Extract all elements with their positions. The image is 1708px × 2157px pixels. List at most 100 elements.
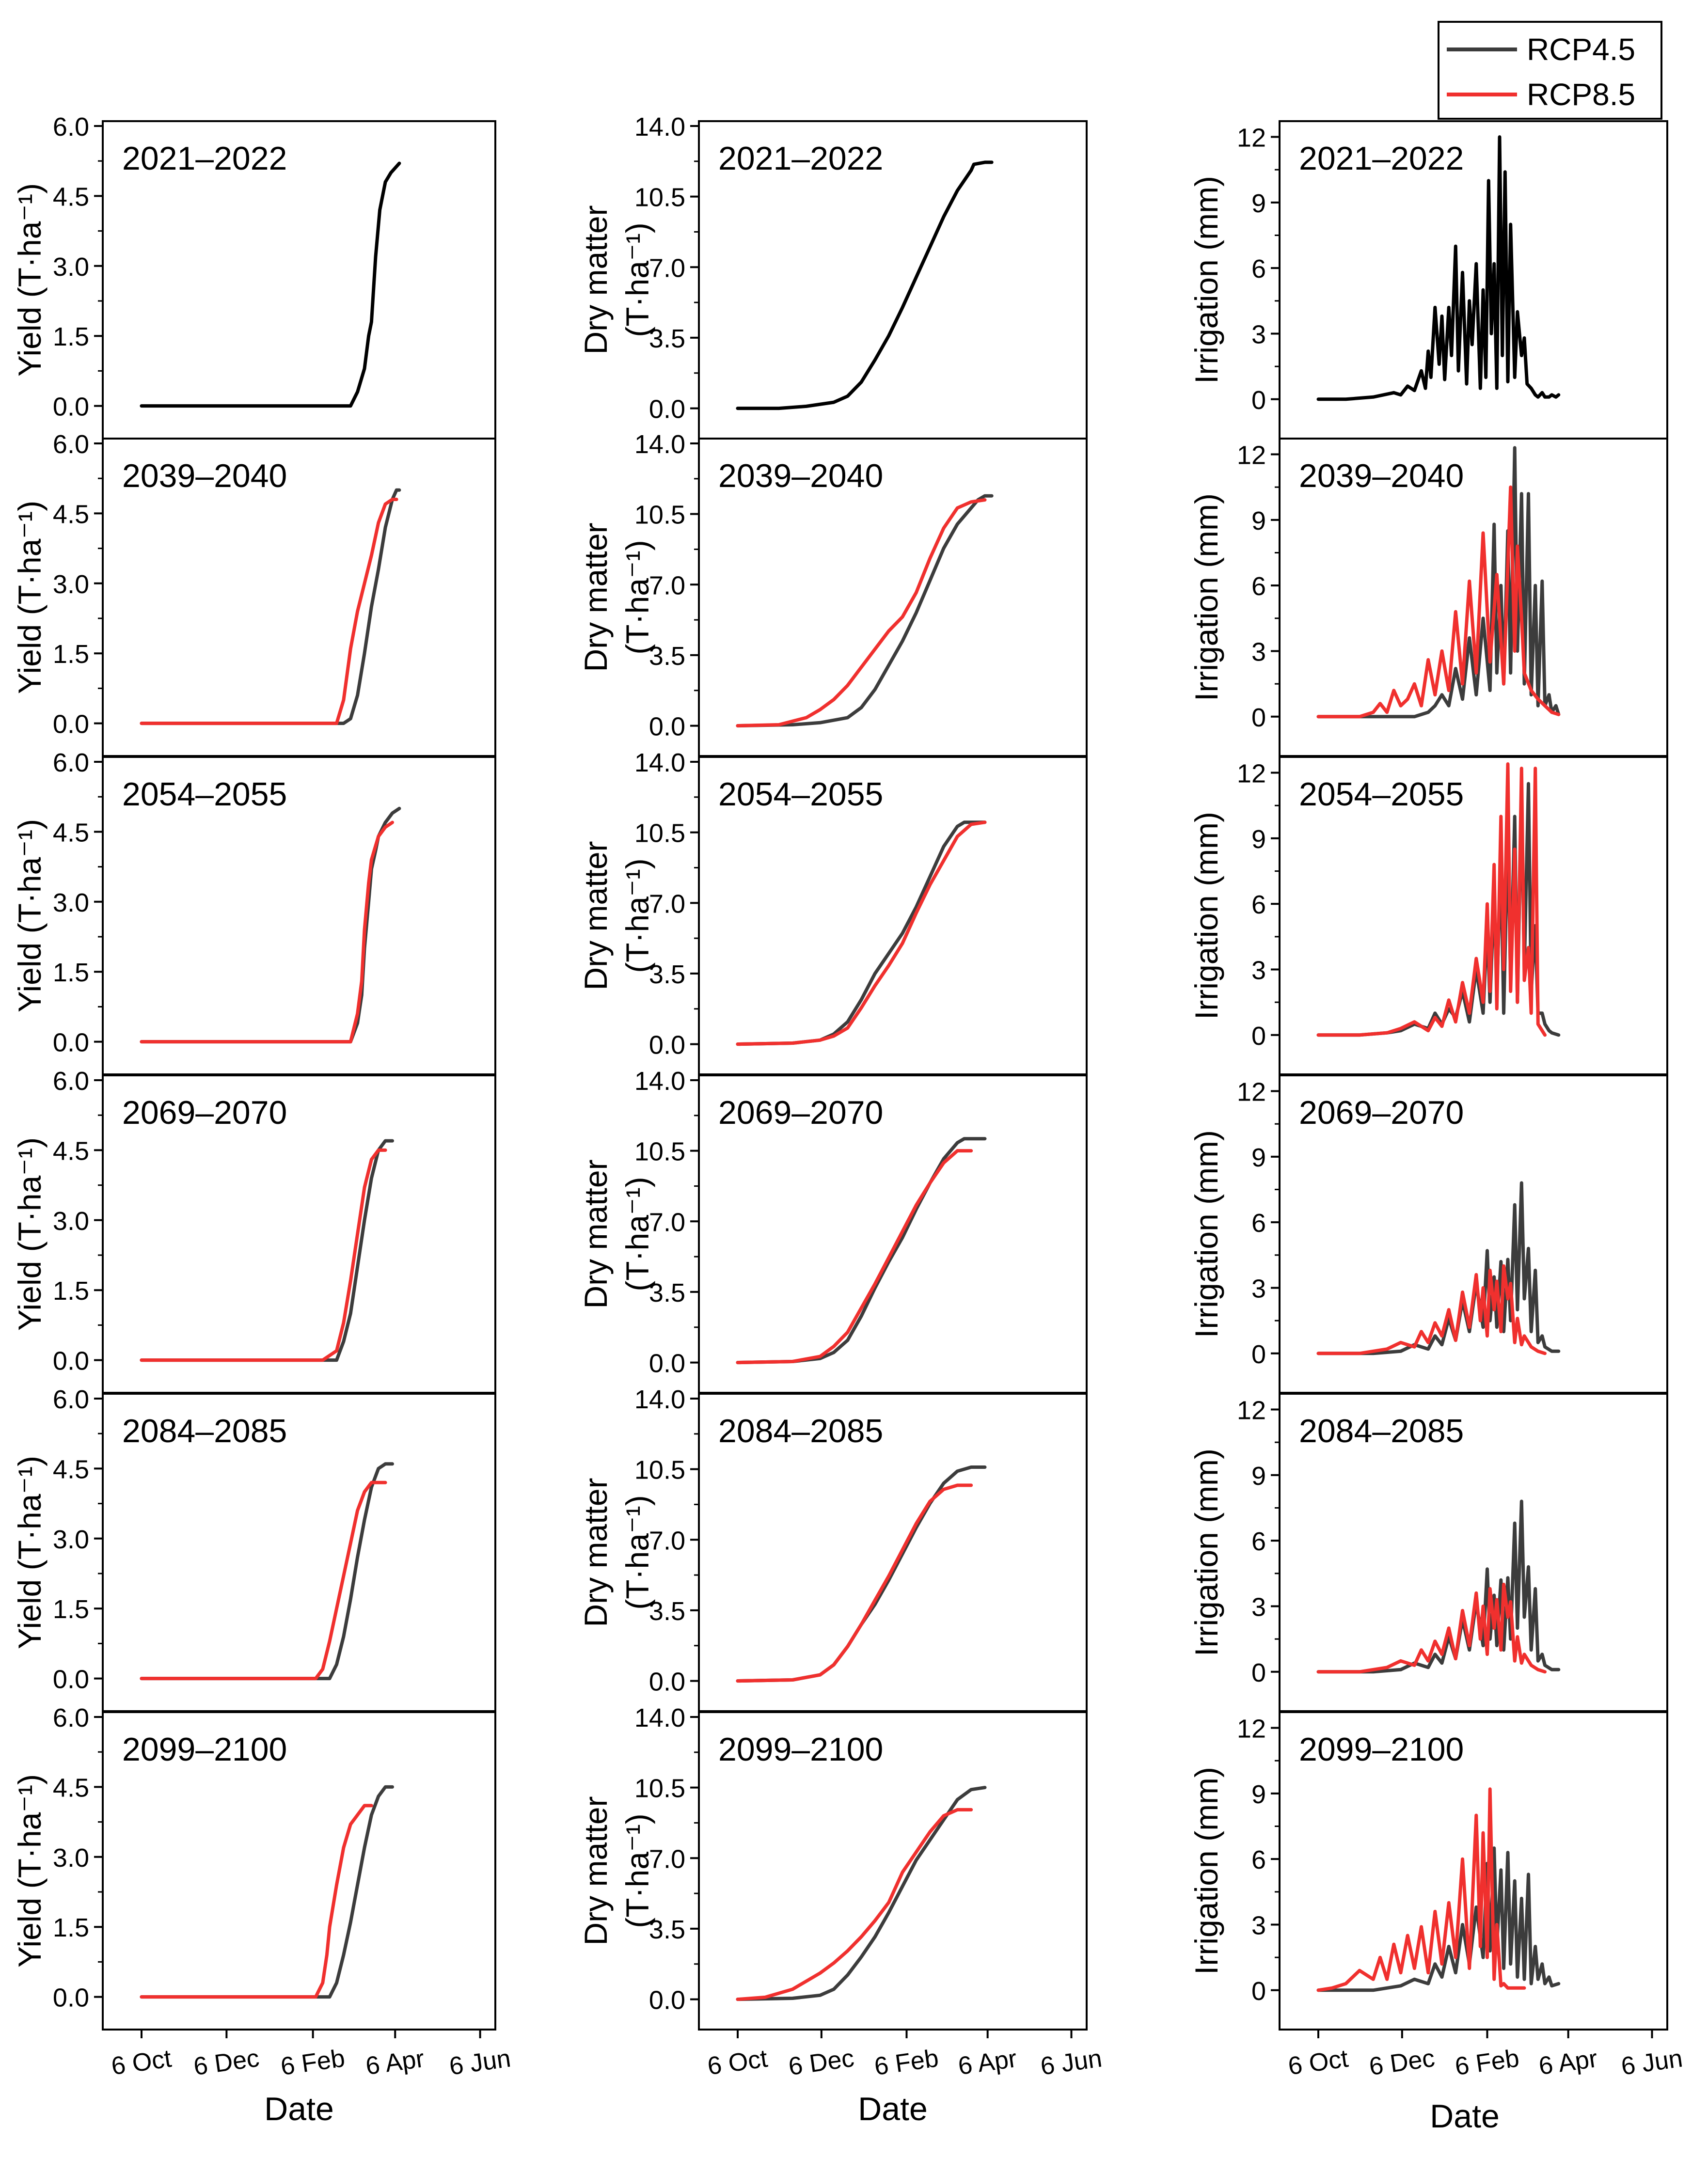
plot-frame [102, 1711, 496, 2031]
y-tick-label: 14.0 [634, 112, 685, 142]
y-tick-label: 6.0 [53, 748, 89, 777]
y-tick-label: 3.5 [649, 642, 685, 671]
x-tick-label: 6 Jun [447, 2044, 512, 2080]
y-tick-label: 0.0 [649, 395, 685, 424]
y-axis-title: Dry matter (T·ha⁻¹) [578, 841, 655, 990]
series-line-rcp85 [1316, 762, 1547, 1037]
y-tick-label: 14.0 [634, 748, 685, 777]
series-line-rcp45 [140, 1462, 394, 1681]
panel-dry-matter-2: 0.0 3.5 7.0 10.5 14.0 Dry matter (T·ha⁻¹) 2039–… [578, 430, 1088, 757]
y-tick-label: 3.0 [53, 252, 89, 282]
y-tick-label: 6 [1251, 1209, 1266, 1238]
series-line-rcp45 [736, 160, 994, 410]
y-tick-label: 4.5 [53, 1455, 89, 1484]
y-tick-label: 3 [1251, 320, 1266, 349]
series-line-rcp45 [140, 161, 401, 408]
panel-irrigation-5: 0 3 6 9 12 Irrigation (mm) 2084–2085 [1188, 1393, 1668, 1712]
y-axis-title: Yield (T·ha⁻¹) [12, 1137, 47, 1331]
y-tick-label: 3 [1251, 637, 1266, 666]
y-axis-title: Dry matter (T·ha⁻¹) [578, 1478, 655, 1627]
panel-title: 2021–2022 [718, 140, 883, 177]
y-tick-label: 1.5 [53, 1913, 89, 1942]
y-axis-title: Yield (T·ha⁻¹) [12, 819, 47, 1012]
y-tick-label: 1.5 [53, 1595, 89, 1624]
panel-title: 2084–2085 [1299, 1413, 1464, 1449]
x-tick-label: 6 Apr [956, 2045, 1018, 2080]
series-line-rcp45 [736, 1786, 987, 2001]
panel-title: 2084–2085 [122, 1413, 287, 1449]
y-tick-label: 7.0 [649, 253, 685, 283]
y-tick-label: 3 [1251, 1911, 1266, 1940]
y-tick-label: 0.0 [649, 1349, 685, 1378]
y-tick-label: 3.5 [649, 960, 685, 989]
series-line-rcp85 [140, 820, 394, 1044]
panel-title: 2039–2040 [718, 457, 883, 494]
panel-yield-5: 0.0 1.5 3.0 4.5 6.0 Yield (T·ha⁻¹) 2084–2085 [12, 1385, 496, 1712]
panel-yield-4: 0.0 1.5 3.0 4.5 6.0 Yield (T·ha⁻¹) 2069–2070 [12, 1067, 496, 1394]
x-tick-label: 6 Dec [1367, 2044, 1437, 2081]
panel-title: 2069–2070 [718, 1094, 883, 1131]
y-tick-label: 7.0 [649, 1526, 685, 1555]
y-tick-label: 3 [1251, 1592, 1266, 1622]
y-axis-title: Irrigation (mm) [1188, 1767, 1224, 1975]
y-axis-title: Dry matter (T·ha⁻¹) [578, 1159, 655, 1308]
y-axis-title: Yield (T·ha⁻¹) [12, 1774, 47, 1968]
y-tick-label: 7.0 [649, 889, 685, 918]
y-tick-label: 12 [1237, 1078, 1266, 1107]
y-tick-label: 1.5 [53, 958, 89, 987]
y-tick-label: 0.0 [53, 1665, 89, 1694]
y-tick-label: 3.5 [649, 1915, 685, 1944]
series-line-rcp85 [736, 1808, 973, 2001]
series-line-rcp85 [736, 1483, 973, 1683]
series-line-rcp45 [1316, 1499, 1561, 1674]
x-tick-label: 6 Feb [1453, 2044, 1521, 2081]
series-line-rcp45 [736, 1137, 987, 1365]
x-tick-label: 6 Oct [110, 2045, 174, 2081]
y-tick-label: 0.0 [53, 1347, 89, 1376]
x-tick-label: 6 Oct [1286, 2045, 1350, 2081]
panel-title: 2069–2070 [122, 1094, 287, 1131]
y-tick-label: 6.0 [53, 112, 89, 142]
panel-title: 2054–2055 [718, 776, 883, 813]
series-line-rcp85 [1316, 1787, 1526, 1992]
panel-yield-6: 0.0 1.5 3.0 4.5 6.0 Yield (T·ha⁻¹) 6 Oct 6 Dec 6… [12, 1703, 512, 2081]
series-line-rcp85 [736, 820, 987, 1046]
y-tick-label: 4.5 [53, 1136, 89, 1165]
y-tick-label: 1.5 [53, 1276, 89, 1306]
y-axis-title: Dry matter (T·ha⁻¹) [578, 1796, 655, 1945]
y-tick-label: 0 [1251, 1658, 1266, 1687]
panel-title: 2039–2040 [122, 457, 287, 494]
panel-irrigation-6: 0 3 6 9 12 Irrigation (mm) 6 Oct 6 Dec 6 Feb 6 Ap… [1188, 1711, 1684, 2081]
y-tick-label: 3.0 [53, 1525, 89, 1554]
y-axis-title: Yield (T·ha⁻¹) [12, 183, 47, 377]
x-axis-title-col3: Date [1430, 2098, 1500, 2135]
series-line-rcp85 [140, 1804, 373, 1999]
x-tick-label: 6 Feb [279, 2044, 347, 2081]
panel-title: 2054–2055 [122, 776, 287, 813]
y-tick-label: 1.5 [53, 322, 89, 351]
y-tick-label: 0.0 [649, 1986, 685, 2015]
panel-title: 2099–2100 [718, 1731, 883, 1768]
y-tick-label: 9 [1251, 189, 1266, 218]
series-line-rcp45 [140, 488, 401, 725]
y-axis-title: Irrigation (mm) [1188, 493, 1224, 701]
panel-yield-3: 0.0 1.5 3.0 4.5 6.0 Yield (T·ha⁻¹) 2054–2055 [12, 748, 496, 1075]
y-tick-label: 6 [1251, 1845, 1266, 1874]
panel-dry-matter-6: 0.0 3.5 7.0 10.5 14.0 Dry matter (T·ha⁻¹) 6 Oct… [578, 1703, 1104, 2081]
x-axis-labels: Date Date Date [264, 2091, 1500, 2135]
legend-box [1438, 21, 1662, 120]
series-line-rcp45 [1316, 135, 1561, 401]
y-tick-label: 6 [1251, 572, 1266, 601]
panel-yield-1: 0.0 1.5 3.0 4.5 6.0 Yield (T·ha⁻¹) 2021–2022 [12, 112, 496, 440]
series-line-rcp85 [140, 1480, 387, 1681]
y-tick-label: 0.0 [53, 1028, 89, 1057]
panel-irrigation-2: 0 3 6 9 12 Irrigation (mm) 2039–2040 [1188, 438, 1668, 757]
y-tick-label: 14.0 [634, 1385, 685, 1414]
panels: 0.0 1.5 3.0 4.5 6.0 Yield (T·ha⁻¹) 2021–2022 0.… [12, 112, 1684, 2081]
x-tick-label: 6 Jun [1039, 2044, 1104, 2080]
y-tick-label: 10.5 [634, 819, 685, 848]
series-line-rcp85 [736, 498, 987, 728]
panel-title: 2084–2085 [718, 1413, 883, 1449]
y-tick-label: 6 [1251, 1527, 1266, 1556]
y-tick-label: 6.0 [53, 1067, 89, 1096]
